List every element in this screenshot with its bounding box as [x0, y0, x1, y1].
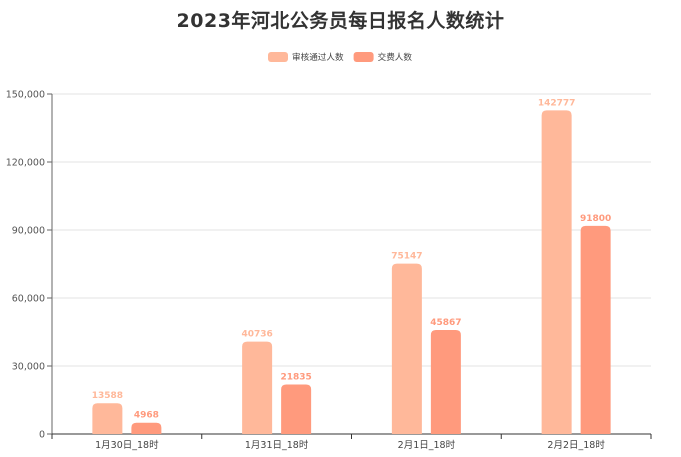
bar	[131, 422, 162, 434]
legend-swatch	[268, 52, 288, 62]
data-label: 142777	[538, 98, 576, 108]
bar	[92, 403, 123, 434]
data-label: 13588	[92, 391, 123, 401]
y-tick-label: 150,000	[6, 90, 45, 101]
x-tick-label: 2月2日_18时	[547, 439, 605, 451]
data-label: 45867	[430, 318, 461, 328]
x-tick-label: 1月31日_18时	[245, 439, 309, 451]
chart-title: 2023年河北公务员每日报名人数统计	[176, 10, 505, 32]
data-label: 40736	[241, 330, 272, 340]
y-tick-label: 120,000	[6, 158, 45, 169]
legend-swatch	[353, 52, 374, 62]
y-tick-label: 0	[39, 430, 45, 441]
bar	[242, 341, 273, 434]
x-tick-label: 1月30日_18时	[95, 439, 159, 451]
y-tick-label: 60,000	[12, 294, 45, 305]
y-tick-label: 30,000	[12, 362, 45, 373]
data-label: 21835	[280, 373, 311, 383]
bar	[281, 384, 312, 434]
bar	[580, 225, 611, 434]
bar	[541, 110, 572, 434]
bar	[391, 263, 422, 434]
legend-label: 交费人数	[378, 51, 413, 63]
bar	[430, 330, 461, 434]
x-tick-label: 2月1日_18时	[398, 439, 456, 451]
legend-label: 审核通过人数	[292, 51, 344, 63]
data-label: 75147	[391, 252, 422, 262]
y-tick-label: 90,000	[12, 226, 45, 237]
data-label: 4968	[134, 411, 159, 421]
data-label: 91800	[580, 214, 611, 224]
